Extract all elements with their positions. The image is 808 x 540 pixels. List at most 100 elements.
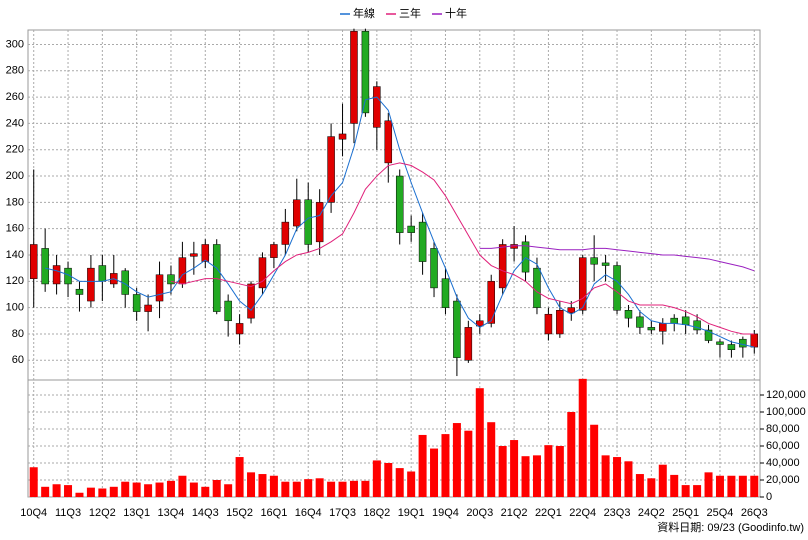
volume-bar bbox=[727, 475, 736, 497]
volume-bar bbox=[395, 468, 404, 497]
y-tick-label: 120 bbox=[6, 275, 24, 287]
volume-bar bbox=[189, 482, 198, 497]
candle-body bbox=[624, 310, 633, 319]
volume-bar bbox=[166, 480, 175, 497]
volume-bar bbox=[304, 479, 313, 497]
candle-body bbox=[601, 262, 610, 266]
candle-body bbox=[144, 304, 152, 312]
volume-bar bbox=[738, 475, 747, 497]
y-tick-label: 260 bbox=[6, 91, 24, 103]
volume-bar bbox=[315, 478, 324, 497]
legend-label: 三年 bbox=[399, 6, 421, 20]
candle-body bbox=[98, 265, 107, 282]
volume-bar bbox=[64, 485, 73, 497]
y2-tick-label: 40,000 bbox=[766, 457, 800, 469]
x-tick-label: 19Q4 bbox=[432, 507, 459, 519]
y-tick-label: 240 bbox=[6, 117, 24, 129]
volume-bar bbox=[212, 480, 221, 497]
volume-bar bbox=[670, 474, 679, 497]
candle-body bbox=[167, 274, 175, 285]
candle-body bbox=[132, 294, 141, 312]
x-tick-label: 19Q1 bbox=[398, 507, 425, 519]
volume-bar bbox=[144, 484, 153, 497]
volume-bar bbox=[430, 448, 439, 497]
x-tick-label: 25Q4 bbox=[707, 507, 734, 519]
volume-bar bbox=[98, 488, 107, 497]
candle-body bbox=[407, 225, 415, 233]
volume-bar bbox=[201, 486, 210, 497]
candle-body bbox=[235, 323, 244, 335]
x-tick-label: 15Q2 bbox=[226, 507, 253, 519]
candle-body bbox=[293, 199, 301, 227]
y-tick-label: 140 bbox=[6, 249, 24, 261]
volume-bar bbox=[86, 487, 95, 497]
x-tick-label: 14Q3 bbox=[192, 507, 219, 519]
volume-bar bbox=[693, 485, 702, 497]
candle-body bbox=[247, 283, 255, 319]
ma-line bbox=[479, 245, 755, 272]
x-tick-label: 26Q3 bbox=[741, 507, 768, 519]
candle-body bbox=[464, 327, 473, 361]
candle-body bbox=[350, 31, 358, 124]
volume-bar bbox=[155, 482, 164, 497]
candle-body bbox=[201, 244, 210, 262]
candle-body bbox=[315, 202, 324, 243]
x-tick-label: 23Q3 bbox=[604, 507, 631, 519]
candle-body bbox=[453, 300, 461, 358]
x-tick-label: 21Q2 bbox=[501, 507, 528, 519]
volume-bar bbox=[487, 422, 496, 497]
volume-bar bbox=[292, 481, 301, 497]
y2-tick-label: 100,000 bbox=[766, 406, 806, 418]
y2-tick-label: 80,000 bbox=[766, 423, 800, 435]
candle-body bbox=[373, 86, 381, 128]
volume-bar bbox=[349, 480, 358, 497]
volume-bar bbox=[544, 445, 553, 497]
volume-bar bbox=[178, 475, 187, 497]
candle-body bbox=[395, 175, 404, 233]
candle-body bbox=[693, 320, 701, 331]
y-tick-label: 200 bbox=[6, 170, 24, 182]
x-tick-label: 18Q2 bbox=[363, 507, 390, 519]
candle-body bbox=[87, 267, 95, 302]
volume-bar bbox=[338, 481, 347, 497]
volume-bar bbox=[224, 484, 233, 497]
volume-bar bbox=[441, 434, 450, 497]
source-note: 資料日期: 09/23 (Goodinfo.tw) bbox=[657, 520, 804, 534]
volume-bar bbox=[269, 475, 278, 497]
volume-bar bbox=[452, 423, 461, 497]
candle-body bbox=[52, 265, 61, 285]
x-tick-label: 16Q1 bbox=[260, 507, 287, 519]
candle-body bbox=[544, 313, 553, 335]
candle-body bbox=[41, 248, 49, 285]
candle-body bbox=[659, 323, 667, 332]
x-tick-label: 22Q4 bbox=[569, 507, 596, 519]
volume-bar bbox=[658, 464, 667, 497]
volume-bar bbox=[510, 440, 519, 497]
volume-bar bbox=[647, 478, 656, 497]
candle-body bbox=[681, 316, 690, 325]
candle-body bbox=[647, 327, 656, 331]
candle-body bbox=[441, 278, 450, 308]
volume-bar bbox=[681, 485, 690, 497]
volume-bar bbox=[635, 474, 644, 497]
volume-bar bbox=[372, 460, 381, 497]
y-tick-label: 220 bbox=[6, 144, 24, 156]
candle-body bbox=[361, 31, 370, 114]
candle-body bbox=[716, 341, 724, 345]
candle-body bbox=[476, 320, 484, 327]
candle-body bbox=[327, 136, 335, 203]
volume-bar bbox=[327, 481, 336, 497]
volume-bar bbox=[475, 388, 484, 497]
candle-body bbox=[212, 244, 221, 312]
volume-bar bbox=[132, 482, 141, 497]
candle-body bbox=[590, 257, 598, 265]
candle-body bbox=[384, 120, 393, 164]
x-tick-label: 13Q1 bbox=[123, 507, 150, 519]
volume-bar bbox=[52, 484, 61, 497]
candle-body bbox=[521, 241, 530, 273]
candle-body bbox=[487, 281, 495, 324]
candle-body bbox=[155, 274, 164, 302]
y2-tick-label: 120,000 bbox=[766, 389, 806, 401]
volume-bar bbox=[521, 456, 530, 497]
